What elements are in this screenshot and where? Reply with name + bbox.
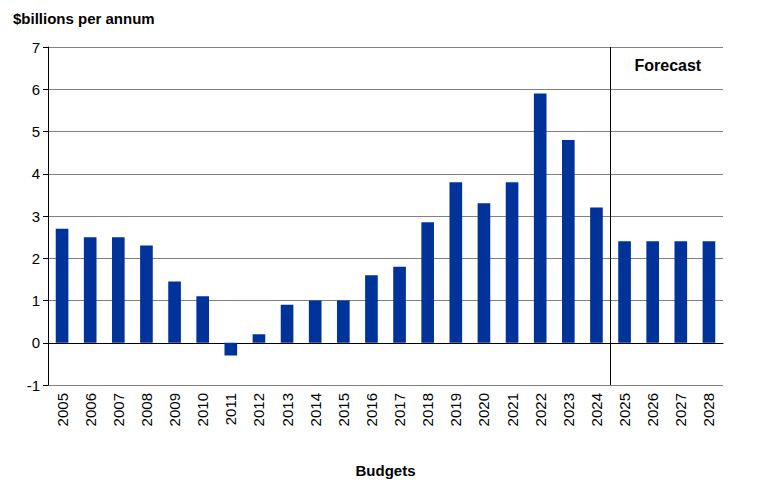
svg-text:2018: 2018 <box>419 393 436 426</box>
svg-text:2027: 2027 <box>672 393 689 426</box>
svg-text:2026: 2026 <box>644 393 661 426</box>
svg-text:2010: 2010 <box>194 393 211 426</box>
svg-text:2025: 2025 <box>616 393 633 426</box>
svg-text:2014: 2014 <box>307 393 324 426</box>
svg-text:$billions per annum: $billions per annum <box>13 10 155 27</box>
svg-text:6: 6 <box>32 81 40 98</box>
svg-text:2022: 2022 <box>532 393 549 426</box>
svg-text:2008: 2008 <box>138 393 155 426</box>
svg-text:Budgets: Budgets <box>356 462 416 479</box>
svg-text:4: 4 <box>32 165 40 182</box>
svg-text:-1: -1 <box>27 377 40 394</box>
svg-text:2011: 2011 <box>222 393 239 425</box>
svg-text:7: 7 <box>32 39 40 56</box>
svg-text:2013: 2013 <box>279 393 296 426</box>
svg-text:2006: 2006 <box>82 393 99 426</box>
svg-text:1: 1 <box>32 292 40 309</box>
svg-text:2021: 2021 <box>504 393 521 426</box>
svg-text:0: 0 <box>32 334 40 351</box>
svg-text:2009: 2009 <box>166 393 183 426</box>
svg-text:2005: 2005 <box>54 393 71 426</box>
svg-text:2017: 2017 <box>391 393 408 426</box>
svg-text:2015: 2015 <box>335 393 352 426</box>
svg-text:2012: 2012 <box>250 393 267 426</box>
svg-text:2007: 2007 <box>110 393 127 426</box>
svg-text:2028: 2028 <box>700 393 717 426</box>
svg-text:2020: 2020 <box>475 393 492 426</box>
svg-text:2019: 2019 <box>447 393 464 426</box>
svg-text:2024: 2024 <box>588 393 605 426</box>
svg-text:2016: 2016 <box>363 393 380 426</box>
svg-text:3: 3 <box>32 208 40 225</box>
svg-text:5: 5 <box>32 123 40 140</box>
svg-text:2: 2 <box>32 250 40 267</box>
svg-text:2023: 2023 <box>560 393 577 426</box>
svg-text:Forecast: Forecast <box>635 57 702 74</box>
